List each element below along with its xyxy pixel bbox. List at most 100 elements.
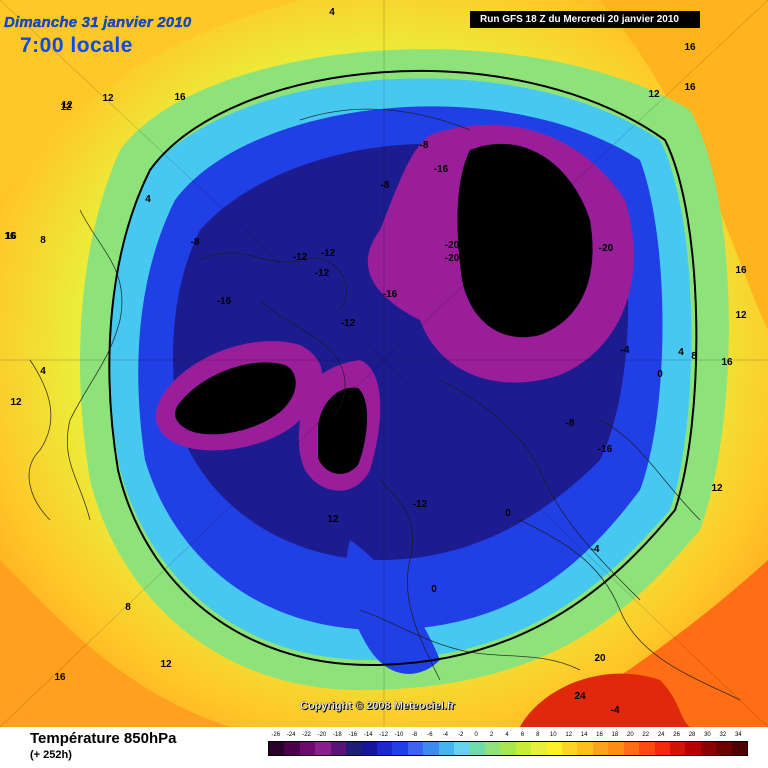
color-scale-swatch: [623, 742, 640, 755]
color-scale-label: -22: [302, 732, 311, 738]
color-scale-swatch: [423, 742, 439, 755]
contour-label: 0: [657, 369, 663, 380]
contour-label: -12: [293, 252, 308, 263]
color-scale-label: 2: [489, 732, 494, 738]
contour-label: -8: [420, 140, 429, 151]
color-scale-label: 18: [611, 732, 619, 738]
contour-label: 16: [174, 92, 186, 103]
contour-label: -28: [487, 240, 502, 251]
contour-label: 4: [329, 7, 335, 18]
lead-time: (+ 252h): [30, 749, 72, 761]
contour-label: -12: [341, 318, 356, 329]
color-scale-label: -6: [427, 732, 433, 738]
contour-label: -20: [445, 240, 460, 251]
color-scale-swatch: [731, 742, 748, 755]
contour-label: 12: [10, 397, 22, 408]
contour-label: -4: [591, 544, 600, 555]
meridians: [0, 0, 768, 727]
color-scale-bar: [268, 741, 748, 756]
contour-label: 0: [431, 584, 437, 595]
contour-label: -16: [217, 296, 232, 307]
contour-label: 8: [691, 351, 697, 362]
contour-label: 12: [61, 100, 73, 111]
contour-label: -16: [598, 444, 613, 455]
contour-label: -4: [621, 345, 630, 356]
color-scale-swatch: [562, 742, 578, 755]
contour-label: 8: [125, 602, 131, 613]
contour-label: 12: [711, 483, 723, 494]
zero-contour: [108, 70, 698, 667]
color-scale-swatch: [469, 742, 485, 755]
color-scale-swatch: [515, 742, 532, 755]
contour-label: 4: [145, 194, 151, 205]
contour-label: 16: [684, 42, 696, 53]
color-scale-swatch: [700, 742, 717, 755]
color-scale-label: 22: [642, 732, 650, 738]
contour-label: -24: [222, 374, 237, 385]
contour-label: 16: [721, 357, 733, 368]
contour-label: 12: [648, 89, 660, 100]
copyright-notice: Copyright © 2008 Meteociel.fr: [300, 700, 455, 712]
contour-label: -4: [611, 705, 620, 716]
contour-label: 16: [684, 82, 696, 93]
color-scale-label: 26: [673, 732, 680, 738]
cold-pool-siberia-core: [457, 143, 593, 338]
cold-tongue-europe: [346, 540, 440, 674]
contour-label: -28: [473, 218, 488, 229]
contour-label: -20: [599, 243, 614, 254]
color-scale-label: -2: [458, 732, 464, 738]
color-scale-label: 30: [704, 732, 711, 738]
color-scale-label: 34: [734, 732, 742, 738]
color-scale-swatch: [299, 742, 316, 755]
color-scale-label: -14: [363, 732, 373, 738]
color-scale-swatch: [577, 742, 593, 755]
cold-pool-canada-core: [175, 362, 296, 435]
color-scale-label: 20: [627, 732, 634, 738]
contour-label: 12: [160, 659, 172, 670]
color-scale-label: 14: [580, 732, 588, 738]
color-scale-labels: -26 -24 -22 -20 -18 -16 -14 -12 -10 -8 -6 -4 -2 0 2 4 6 8…: [268, 732, 746, 742]
contour-label: -28: [341, 425, 356, 436]
color-scale-swatch: [546, 742, 563, 755]
contour-label: 24: [574, 691, 586, 702]
color-scale-label: -8: [411, 732, 418, 738]
color-scale-label: -10: [394, 732, 404, 738]
color-scale-swatch: [531, 742, 547, 755]
color-scale-swatch: [454, 742, 470, 755]
color-scale-label: 32: [719, 732, 727, 738]
warm-zone-nw: [0, 0, 300, 200]
contour-label: -12: [413, 499, 428, 510]
color-scale-label: -26: [271, 732, 281, 738]
color-scale-swatch: [685, 742, 701, 755]
color-scale-label: 4: [505, 732, 509, 738]
color-scale-swatch: [484, 742, 501, 755]
cold-pool-greenland-core: [318, 387, 368, 474]
color-scale-swatch: [407, 742, 424, 755]
warm-zone-sw: [0, 560, 230, 727]
color-scale-label: 6: [520, 732, 525, 738]
color-scale-swatch: [639, 742, 655, 755]
forecast-local-time: 7:00 locale: [20, 34, 133, 57]
color-scale-label: 0: [474, 732, 478, 738]
color-scale-swatch: [669, 742, 686, 755]
coastlines: [28, 108, 741, 701]
color-scale-swatch: [654, 742, 670, 755]
contour-label: -12: [321, 248, 336, 259]
color-scale-swatch: [284, 742, 300, 755]
color-scale-label: -20: [317, 732, 327, 738]
variable-title: Température 850hPa: [30, 730, 177, 747]
color-scale-label: 8: [536, 732, 540, 738]
color-scale-label: -16: [348, 732, 358, 738]
color-scale-swatch: [346, 742, 362, 755]
color-scale-swatch: [315, 742, 331, 755]
color-scale-swatch: [608, 742, 624, 755]
contour-label: 16: [4, 231, 16, 242]
model-run-banner: Run GFS 18 Z du Mercredi 20 janvier 2010: [470, 11, 700, 28]
color-scale-swatch: [592, 742, 609, 755]
color-scale-swatch: [361, 742, 377, 755]
contour-label: 12: [735, 310, 747, 321]
map-footer: Température 850hPa (+ 252h) -26 -2 4 -22 -20…: [0, 727, 768, 768]
contour-label: -12: [315, 268, 330, 279]
